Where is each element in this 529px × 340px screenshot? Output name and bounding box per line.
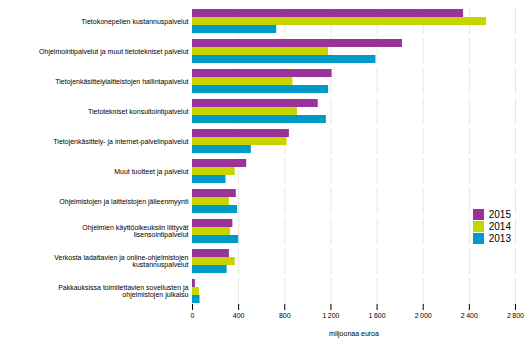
svg-text:Verkosta ladattavien ja online: Verkosta ladattavien ja online-ohjelmist… xyxy=(54,254,188,269)
html-text:2015: 2015 xyxy=(488,209,511,220)
svg-text:Tietojenkäsittely- ja internet: Tietojenkäsittely- ja internet-palvelinp… xyxy=(53,138,188,146)
svg-text:Tietojenkäsittelylaitteistojen: Tietojenkäsittelylaitteistojen hallintap… xyxy=(55,78,188,86)
html-text:2014: 2014 xyxy=(488,221,511,232)
svg-text:400: 400 xyxy=(233,312,245,319)
svg-text:Pakkauksissa toimitettavien so: Pakkauksissa toimitettavien sovellusten … xyxy=(58,284,188,299)
svg-text:miljoonaa euroa: miljoonaa euroa xyxy=(329,330,379,338)
svg-text:1 600: 1 600 xyxy=(369,312,386,319)
svg-text:0: 0 xyxy=(191,312,195,319)
svg-text:2 800: 2 800 xyxy=(507,312,524,319)
svg-text:Ohjelmointipalvelut ja muut ti: Ohjelmointipalvelut ja muut tietoteknise… xyxy=(39,48,188,56)
svg-text:800: 800 xyxy=(279,312,291,319)
svg-text:1 200: 1 200 xyxy=(322,312,339,319)
svg-text:2 400: 2 400 xyxy=(461,312,478,319)
svg-text:Tietokonepelien kustannuspalve: Tietokonepelien kustannuspalvelut xyxy=(81,18,188,26)
html-text:2013: 2013 xyxy=(488,233,511,244)
svg-text:Muut tuotteet ja palvelut: Muut tuotteet ja palvelut xyxy=(114,168,188,176)
svg-text:2 000: 2 000 xyxy=(415,312,432,319)
svg-text:Tietotekniset konsultointipalv: Tietotekniset konsultointipalvelut xyxy=(88,108,189,116)
svg-text:Ohjelmien käyttöoikeuksiin lii: Ohjelmien käyttöoikeuksiin liittyvätlise… xyxy=(82,224,188,239)
svg-text:Ohjelmistojen ja laitteistojen: Ohjelmistojen ja laitteistojen jälleenmy… xyxy=(59,198,189,206)
